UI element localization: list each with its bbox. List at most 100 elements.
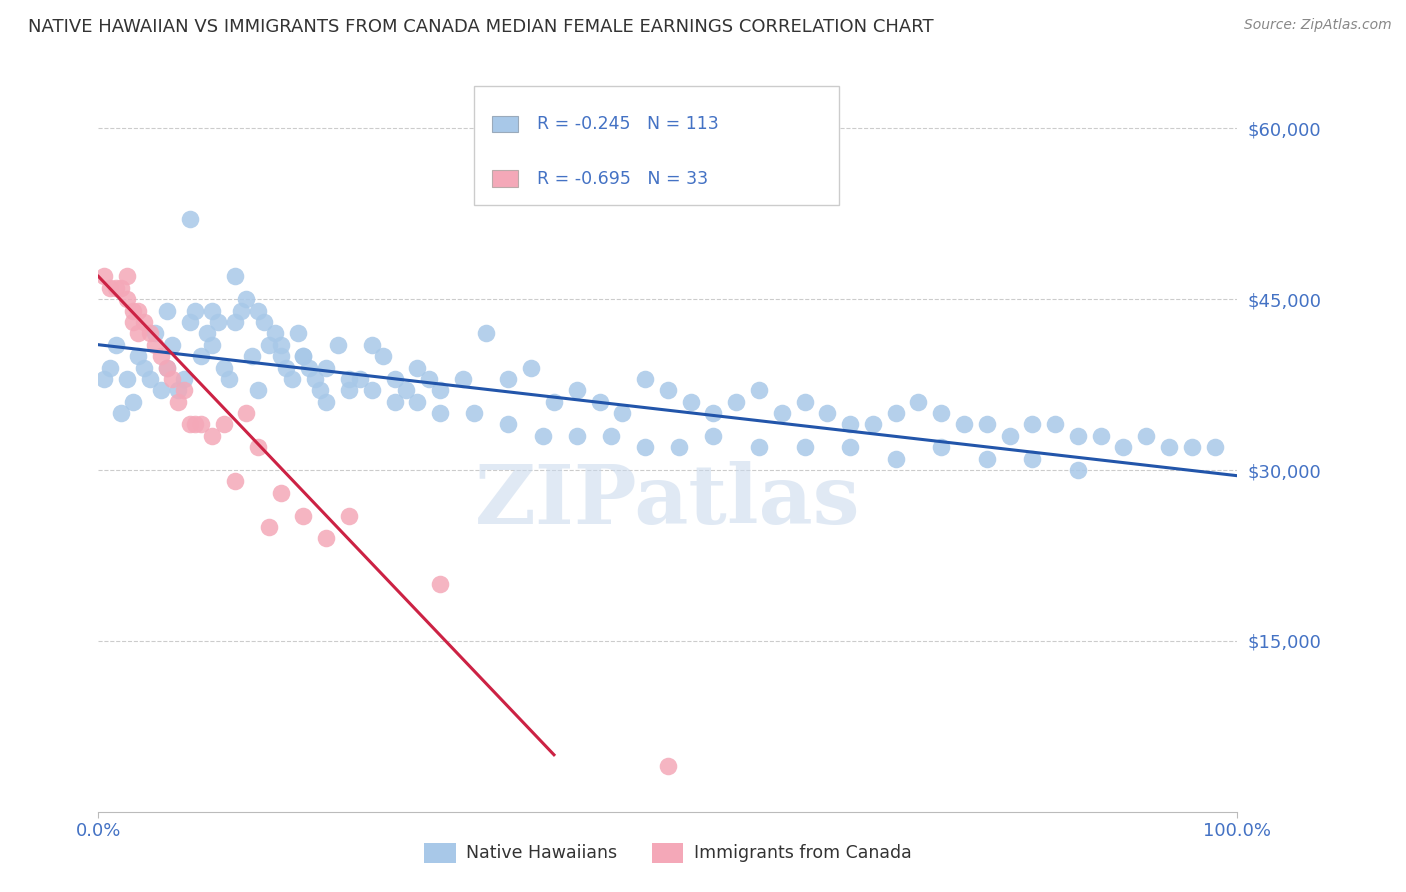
Point [93, 269, 115, 284]
Point [115, 372, 138, 386]
Point [929, 440, 952, 454]
Point [793, 394, 815, 409]
Point [138, 326, 160, 341]
Point [132, 360, 155, 375]
Point [276, 360, 298, 375]
Point [184, 303, 207, 318]
Point [115, 269, 138, 284]
Point [1204, 440, 1226, 454]
Point [127, 303, 149, 318]
Point [1043, 417, 1066, 432]
Point [252, 315, 274, 329]
Point [326, 337, 349, 351]
Point [1021, 451, 1043, 466]
Point [748, 440, 770, 454]
Point [150, 349, 173, 363]
Point [309, 384, 332, 398]
Point [1021, 417, 1043, 432]
Point [612, 406, 634, 420]
Point [1067, 429, 1090, 443]
Point [93, 372, 115, 386]
Point [657, 384, 679, 398]
Point [929, 406, 952, 420]
Point [162, 372, 184, 386]
Point [725, 394, 748, 409]
Point [668, 440, 690, 454]
Text: R = -0.245   N = 113: R = -0.245 N = 113 [537, 115, 718, 133]
Point [1067, 463, 1090, 477]
Point [406, 360, 429, 375]
Point [702, 429, 724, 443]
FancyBboxPatch shape [492, 116, 517, 132]
Point [115, 292, 138, 306]
Point [264, 326, 287, 341]
Point [229, 303, 252, 318]
Point [498, 372, 520, 386]
Point [224, 475, 246, 489]
Point [156, 360, 179, 375]
Point [953, 417, 976, 432]
Point [138, 372, 160, 386]
Point [156, 303, 179, 318]
Point [463, 406, 485, 420]
Point [429, 384, 451, 398]
Point [224, 269, 246, 284]
Point [498, 417, 520, 432]
Legend: Native Hawaiians, Immigrants from Canada: Native Hawaiians, Immigrants from Canada [418, 836, 918, 870]
Point [184, 417, 207, 432]
Point [1181, 440, 1204, 454]
Point [179, 315, 201, 329]
FancyBboxPatch shape [474, 87, 839, 204]
Point [145, 326, 167, 341]
Point [634, 440, 657, 454]
Point [104, 337, 127, 351]
Point [98, 281, 121, 295]
Point [292, 349, 315, 363]
Point [839, 440, 862, 454]
Point [287, 326, 309, 341]
Point [224, 315, 246, 329]
Point [121, 315, 143, 329]
Point [1157, 440, 1180, 454]
Point [162, 337, 184, 351]
Point [406, 394, 429, 409]
Point [270, 337, 292, 351]
Point [1135, 429, 1157, 443]
Point [748, 384, 770, 398]
Point [292, 508, 315, 523]
Point [1112, 440, 1135, 454]
Point [337, 384, 360, 398]
Point [298, 360, 321, 375]
Point [429, 577, 451, 591]
Point [270, 485, 292, 500]
Point [543, 394, 565, 409]
Text: ZIPatlas: ZIPatlas [475, 461, 860, 541]
Point [565, 429, 588, 443]
Point [588, 394, 610, 409]
Point [246, 440, 269, 454]
Text: R = -0.695   N = 33: R = -0.695 N = 33 [537, 169, 709, 187]
Point [474, 326, 496, 341]
Point [132, 315, 155, 329]
Point [167, 394, 190, 409]
Point [212, 360, 235, 375]
Point [349, 372, 371, 386]
Point [884, 451, 907, 466]
Point [1090, 429, 1112, 443]
Point [998, 429, 1021, 443]
Point [600, 429, 623, 443]
Point [127, 326, 149, 341]
Point [976, 451, 998, 466]
Point [179, 417, 201, 432]
Text: NATIVE HAWAIIAN VS IMMIGRANTS FROM CANADA MEDIAN FEMALE EARNINGS CORRELATION CHA: NATIVE HAWAIIAN VS IMMIGRANTS FROM CANAD… [28, 18, 934, 36]
Point [281, 372, 304, 386]
Point [190, 349, 212, 363]
Point [976, 417, 998, 432]
Point [98, 360, 121, 375]
Point [371, 349, 394, 363]
Point [657, 759, 679, 773]
Point [201, 429, 224, 443]
Point [451, 372, 474, 386]
Point [384, 394, 406, 409]
Point [179, 212, 201, 227]
